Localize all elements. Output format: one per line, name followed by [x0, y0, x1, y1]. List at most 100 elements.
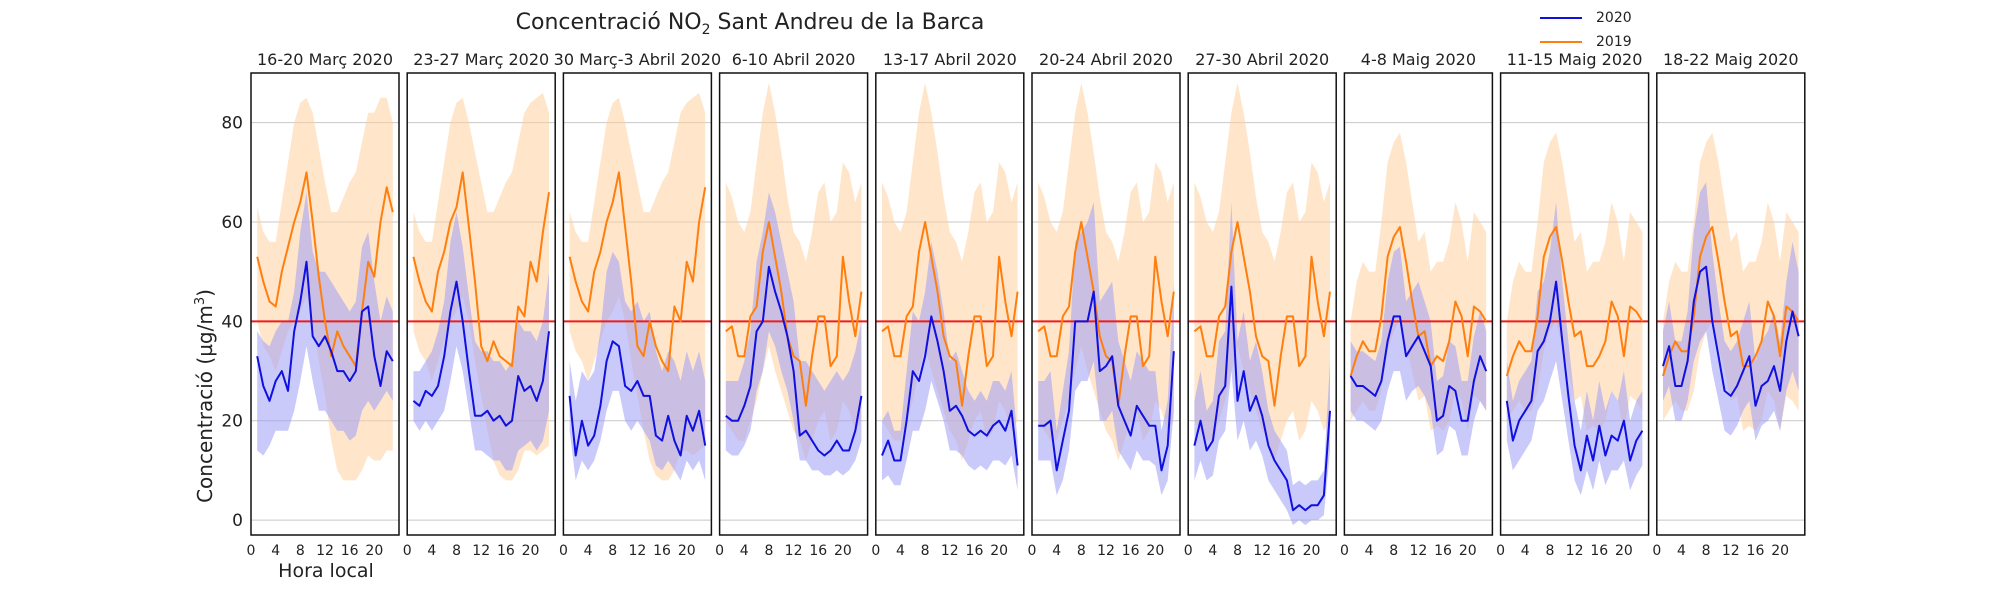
panel-2: 23-27 Març 2020 0 4 8 12 16 20: [403, 50, 556, 559]
series-line-2019: [1662, 226, 1800, 377]
x-tick-label: 8: [1233, 543, 1242, 559]
chart-title-subscript: 2: [701, 22, 711, 38]
panel-title: 27-30 Abril 2020: [1195, 50, 1329, 69]
legend-item-2020: 2020: [1540, 8, 1650, 28]
x-tick-label: 0: [1652, 543, 1661, 559]
x-tick-label: 4: [896, 543, 905, 559]
band-2020: [1038, 202, 1174, 496]
panel-frame: [1656, 72, 1806, 536]
panel-frame: [406, 72, 556, 536]
band-2020: [1506, 202, 1643, 496]
panel-frame: [250, 72, 400, 536]
x-tick-label: 12: [1409, 543, 1427, 559]
x-tick-label: 20: [522, 543, 540, 559]
x-tick-label: 4: [584, 543, 593, 559]
x-tick-label: 8: [1389, 543, 1398, 559]
x-tick-label: 0: [871, 543, 880, 559]
series-line-2019: [568, 171, 707, 373]
x-tick-label: 12: [785, 543, 803, 559]
x-tick-label: 8: [1545, 543, 1554, 559]
chart-title-main: Concentració NO: [515, 10, 702, 35]
series-line-2020: [1193, 285, 1331, 512]
y-tick-label: 20: [221, 412, 243, 432]
series-line-2019: [1193, 221, 1331, 407]
panel-title: 6-10 Abril 2020: [732, 50, 856, 69]
panel-frame: [875, 72, 1025, 536]
y-tick-label: 60: [221, 213, 243, 233]
x-tick-label: 12: [1722, 543, 1740, 559]
x-tick-label: 12: [1566, 543, 1584, 559]
legend-swatch-2019: [1540, 41, 1582, 43]
x-tick-label: 0: [1496, 543, 1505, 559]
x-tick-label: 16: [1747, 543, 1765, 559]
series-line-2019: [256, 171, 394, 368]
panel-title: 23-27 Març 2020: [413, 50, 549, 69]
x-tick-label: 4: [271, 543, 280, 559]
series-line-2019: [1505, 226, 1644, 377]
x-tick-label: 0: [1028, 543, 1037, 559]
panel-frame: [1499, 72, 1650, 536]
panel-5: 13-17 Abril 2020 0 4 8 12 16 20: [871, 50, 1025, 559]
x-tick-label: 4: [1677, 543, 1686, 559]
x-tick-label: 8: [764, 543, 773, 559]
x-tick-label: 0: [559, 543, 568, 559]
chart-title-rest: Sant Andreu de la Barca: [710, 10, 985, 35]
series-line-2020: [1662, 265, 1800, 407]
series-line-2019: [881, 221, 1019, 407]
band-2020: [882, 241, 1018, 491]
band-2020: [569, 251, 706, 481]
series-line-2020: [881, 315, 1019, 466]
series-line-2019: [1037, 221, 1175, 407]
panel-title: 18-22 Maig 2020: [1663, 50, 1799, 69]
y-tick-label: 0: [232, 511, 243, 531]
panel-4: 6-10 Abril 2020 0 4 8 12 16 20: [715, 50, 869, 559]
x-tick-label: 16: [1122, 543, 1140, 559]
x-tick-label: 4: [1208, 543, 1217, 559]
panel-1: 16-20 Març 2020 0 4 8 12 16 20: [247, 50, 400, 559]
x-tick-label: 0: [715, 543, 724, 559]
band-2020: [413, 212, 549, 471]
series-line-2020: [1349, 315, 1488, 422]
legend: 2020 2019: [1540, 4, 1650, 50]
x-tick-label: 4: [740, 543, 749, 559]
x-tick-label: 20: [365, 543, 383, 559]
legend-label-2020: 2020: [1596, 10, 1632, 26]
band-2020: [1663, 182, 1799, 441]
x-tick-label: 8: [452, 543, 461, 559]
panel-frame: [718, 72, 869, 536]
legend-label-2019: 2019: [1596, 34, 1632, 50]
panel-title: 30 Març-3 Abril 2020: [554, 50, 722, 69]
x-tick-label: 20: [834, 543, 852, 559]
x-tick-label: 4: [1052, 543, 1061, 559]
x-tick-label: 16: [341, 543, 359, 559]
x-tick-label: 8: [608, 543, 617, 559]
series-line-2019: [412, 171, 550, 368]
band-2020: [1350, 246, 1487, 456]
x-tick-label: 12: [628, 543, 646, 559]
x-tick-label: 20: [1459, 543, 1477, 559]
x-tick-label: 0: [247, 543, 256, 559]
x-tick-label: 12: [1097, 543, 1115, 559]
x-tick-label: 12: [316, 543, 334, 559]
x-tick-label: 20: [1303, 543, 1321, 559]
legend-swatch-2020: [1540, 17, 1582, 19]
x-tick-label: 20: [990, 543, 1008, 559]
legend-item-2019: 2019: [1540, 32, 1650, 52]
x-tick-label: 20: [1146, 543, 1164, 559]
x-tick-label: 16: [1590, 543, 1608, 559]
panel-title: 16-20 Març 2020: [257, 50, 393, 69]
y-tick-label: 80: [221, 114, 243, 134]
x-tick-label: 20: [1771, 543, 1789, 559]
series-line-2020: [256, 260, 394, 402]
x-tick-label: 16: [809, 543, 827, 559]
panel-7: 27-30 Abril 2020 0 4 8 12 16 20: [1184, 50, 1337, 559]
panel-title: 11-15 Maig 2020: [1507, 50, 1643, 69]
x-tick-label: 16: [1434, 543, 1452, 559]
x-tick-label: 0: [403, 543, 412, 559]
x-tick-label: 0: [1184, 543, 1193, 559]
panel-9: 11-15 Maig 2020 0 4 8 12 16 20: [1496, 50, 1650, 559]
x-tick-label: 12: [1253, 543, 1271, 559]
